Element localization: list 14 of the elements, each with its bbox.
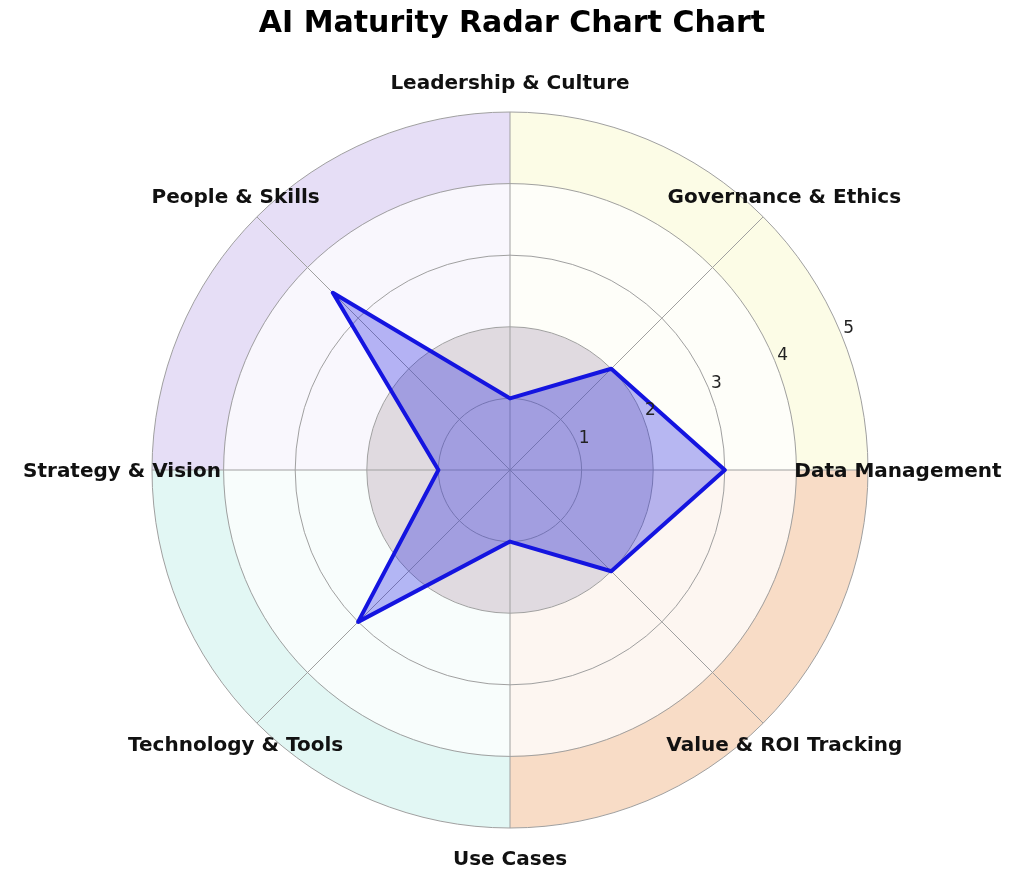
y-tick-label: 3 (711, 371, 722, 392)
spoke-label: Technology & Tools (128, 732, 344, 757)
y-tick-label: 2 (644, 399, 656, 420)
spoke-label: Value & ROI Tracking (666, 732, 903, 757)
spoke-label: Leadership & Culture (390, 70, 630, 94)
spoke-label: Governance & Ethics (667, 183, 902, 208)
y-tick-label: 5 (843, 317, 855, 337)
spoke-label: Use Cases (452, 846, 568, 870)
spoke-label: People & Skills (151, 183, 320, 208)
y-tick-label: 4 (777, 344, 789, 365)
chart-title: AI Maturity Radar Chart Chart (257, 4, 767, 39)
y-tick-label: 1 (578, 426, 590, 447)
spoke-label: Data Management (794, 458, 1003, 482)
spoke-label: Strategy & Vision (23, 458, 221, 482)
